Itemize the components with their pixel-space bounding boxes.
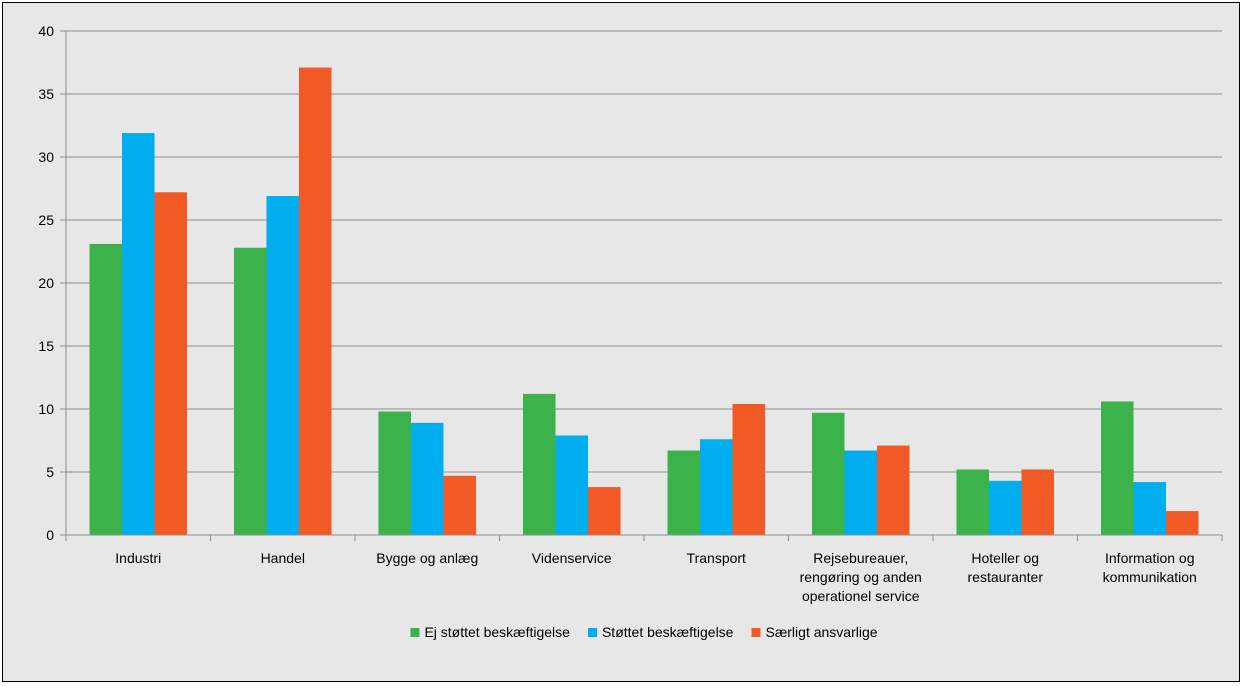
- bar: [732, 403, 765, 535]
- bars: [89, 67, 1199, 535]
- bar: [411, 422, 444, 535]
- y-tick-label: 5: [46, 464, 54, 480]
- y-tick-label: 20: [38, 275, 54, 291]
- bar: [266, 196, 299, 535]
- bar: [1133, 482, 1166, 535]
- grouped-bar-chart: 0 5 10 15 20 25 30 35 40 Industri Handel Bygge og …: [38, 23, 1223, 640]
- x-tick-label: Rejsebureauer, rengøring og anden operatio…: [800, 550, 922, 604]
- bar: [700, 439, 733, 535]
- legend: Ej støttet beskæftigelse Støttet beskæfti…: [410, 624, 878, 640]
- bar: [1166, 511, 1199, 535]
- bar: [588, 487, 621, 535]
- bar: [989, 480, 1022, 535]
- bar: [89, 243, 122, 535]
- legend-swatch: [587, 628, 597, 637]
- legend-label: Særligt ansvarlige: [765, 624, 877, 640]
- bar: [154, 192, 187, 535]
- bar: [844, 450, 877, 535]
- x-tick-label: Transport: [687, 550, 747, 566]
- x-axis-ticks: Industri Handel Bygge og anlæg Videnservice…: [65, 535, 1223, 604]
- bar: [443, 475, 476, 535]
- y-tick-label: 30: [38, 149, 54, 165]
- x-tick-label: Industri: [115, 550, 161, 566]
- legend-swatch: [410, 628, 420, 637]
- x-tick-label: Hoteller og restauranter: [968, 550, 1044, 585]
- bar: [555, 435, 588, 535]
- bar: [122, 133, 155, 535]
- x-tick-label: Handel: [261, 550, 305, 566]
- bar: [1101, 401, 1134, 535]
- y-tick-label: 40: [38, 23, 54, 39]
- legend-label: Støttet beskæftigelse: [602, 624, 734, 640]
- y-tick-label: 15: [38, 338, 54, 354]
- x-tick-label: Bygge og anlæg: [376, 550, 478, 566]
- bar: [299, 67, 332, 535]
- bar: [378, 411, 411, 535]
- y-tick-label: 25: [38, 212, 54, 228]
- bar: [523, 393, 556, 535]
- bar: [812, 412, 845, 535]
- y-tick-label: 10: [38, 401, 54, 417]
- bar: [667, 450, 700, 535]
- y-axis-ticks: 0 5 10 15 20 25 30 35 40: [38, 23, 66, 543]
- legend-swatch: [751, 628, 761, 637]
- legend-label: Ej støttet beskæftigelse: [424, 624, 570, 640]
- bar: [234, 247, 267, 535]
- x-tick-label: Information og kommunikation: [1103, 550, 1197, 585]
- x-tick-label: Videnservice: [532, 550, 612, 566]
- bar: [877, 445, 910, 535]
- y-tick-label: 35: [38, 86, 54, 102]
- bar: [956, 469, 989, 535]
- y-tick-label: 0: [46, 527, 54, 543]
- bar: [1021, 469, 1054, 535]
